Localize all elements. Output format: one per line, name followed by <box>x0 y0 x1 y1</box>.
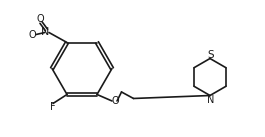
Text: O: O <box>111 96 119 106</box>
Text: O: O <box>36 14 44 24</box>
Text: O: O <box>29 29 36 39</box>
Text: F: F <box>50 102 55 112</box>
Text: N: N <box>41 27 50 37</box>
Text: S: S <box>208 49 214 59</box>
Text: N: N <box>207 95 214 105</box>
